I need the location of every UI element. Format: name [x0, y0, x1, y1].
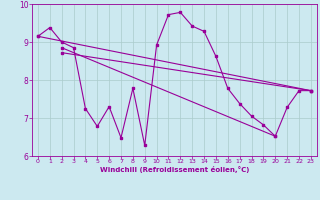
X-axis label: Windchill (Refroidissement éolien,°C): Windchill (Refroidissement éolien,°C): [100, 166, 249, 173]
